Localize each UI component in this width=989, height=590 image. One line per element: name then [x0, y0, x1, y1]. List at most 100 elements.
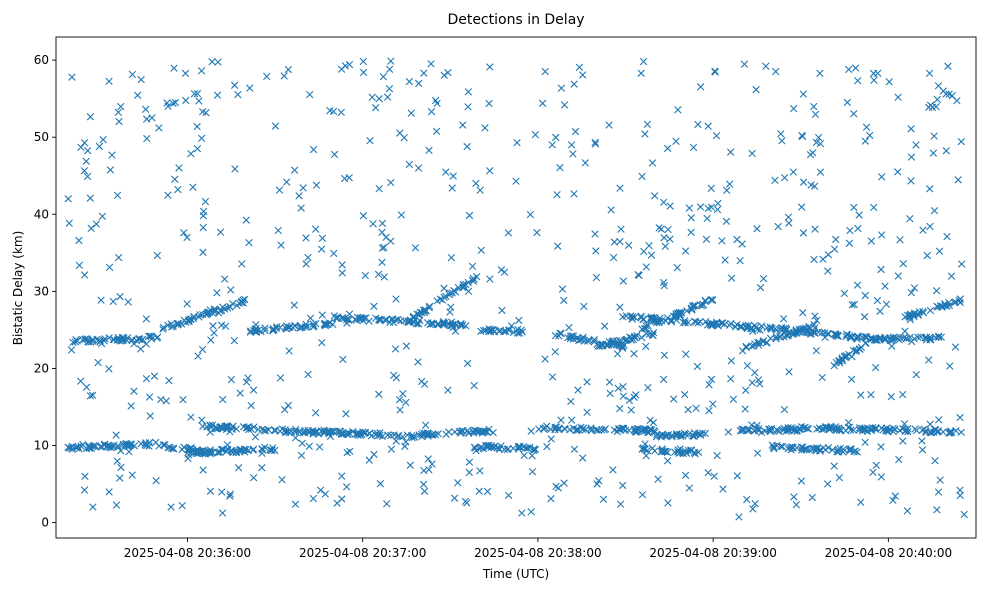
detection-point [946, 428, 955, 436]
detection-point [290, 301, 298, 309]
detection-point [902, 335, 911, 343]
detection-point [684, 405, 692, 414]
detection-point [150, 372, 159, 380]
detection-point [569, 150, 577, 158]
detection-point [211, 424, 219, 432]
detection-point [756, 380, 764, 388]
detection-point [519, 443, 528, 451]
detection-point [832, 358, 841, 367]
detection-point [797, 203, 806, 211]
detection-point [923, 251, 931, 260]
detection-point [459, 121, 467, 129]
detection-point [870, 76, 878, 84]
detection-point [765, 425, 773, 434]
detection-point [630, 350, 638, 358]
detection-point [541, 424, 550, 432]
detection-point [867, 237, 876, 245]
detection-point [726, 148, 735, 156]
detection-point [460, 283, 468, 292]
detection-point [799, 90, 808, 98]
detection-point [668, 432, 676, 441]
detection-point [895, 455, 903, 464]
detection-point [260, 426, 268, 435]
detection-point [853, 448, 861, 456]
detection-point [696, 203, 705, 211]
detection-point [956, 486, 964, 494]
detection-point [861, 291, 869, 300]
detection-point [77, 377, 85, 385]
detection-point [614, 384, 622, 392]
detection-point [301, 426, 309, 435]
detection-point [249, 474, 258, 482]
detection-point [926, 428, 935, 436]
detection-point [378, 219, 387, 228]
detection-point [922, 336, 931, 344]
detection-point [824, 250, 833, 259]
detection-point [317, 427, 326, 435]
detection-point [600, 322, 609, 330]
detection-point [528, 468, 537, 476]
detection-point [894, 168, 902, 176]
detection-point [182, 96, 190, 105]
detection-point [195, 313, 203, 321]
detection-point [721, 256, 729, 264]
detection-point [756, 283, 765, 292]
detection-point [183, 300, 191, 308]
detection-point [926, 420, 934, 428]
detection-point [792, 501, 801, 509]
detection-point [851, 64, 860, 72]
detection-point [342, 410, 350, 418]
detection-point [329, 427, 338, 436]
detection-point [799, 309, 807, 317]
detection-point [699, 301, 708, 309]
detection-point [541, 67, 549, 76]
detection-point [145, 393, 154, 401]
detection-point [282, 178, 291, 186]
detection-point [402, 398, 410, 407]
detection-point [616, 337, 625, 346]
detection-point [866, 131, 874, 140]
detection-point [408, 433, 416, 442]
detection-point [567, 141, 576, 149]
detection-point [356, 431, 365, 440]
detection-point [855, 211, 863, 219]
detection-point [769, 442, 778, 451]
detection-point [217, 321, 226, 329]
detection-point [625, 241, 633, 250]
detection-point [98, 443, 106, 451]
detection-point [725, 180, 734, 188]
detection-point [325, 319, 333, 327]
detection-point [868, 425, 876, 433]
detection-point [421, 306, 430, 314]
detection-point [238, 260, 246, 268]
detection-point [954, 176, 962, 184]
detection-point [448, 320, 457, 329]
detection-point [115, 117, 123, 126]
detection-point [442, 168, 450, 176]
detection-point [249, 386, 258, 394]
detection-point [112, 431, 120, 439]
detection-point [153, 334, 161, 342]
detection-point [812, 138, 821, 147]
detection-point [628, 315, 637, 323]
detection-point [218, 509, 227, 517]
detection-point [147, 332, 156, 340]
detection-point [483, 487, 492, 496]
detection-point [641, 425, 650, 433]
detection-point [638, 491, 647, 499]
detection-point [802, 446, 811, 454]
detection-point [724, 428, 733, 436]
detection-point [504, 491, 513, 500]
detection-point [925, 69, 934, 78]
detection-point [914, 311, 923, 319]
detection-point [798, 132, 807, 141]
detection-point [713, 451, 721, 460]
detection-point [108, 151, 116, 159]
detection-point [664, 499, 672, 507]
detection-point [436, 295, 444, 303]
detection-point [142, 115, 151, 123]
detection-point [106, 443, 115, 451]
detection-point [433, 320, 441, 329]
detection-point [165, 376, 173, 385]
detection-point [877, 231, 886, 239]
